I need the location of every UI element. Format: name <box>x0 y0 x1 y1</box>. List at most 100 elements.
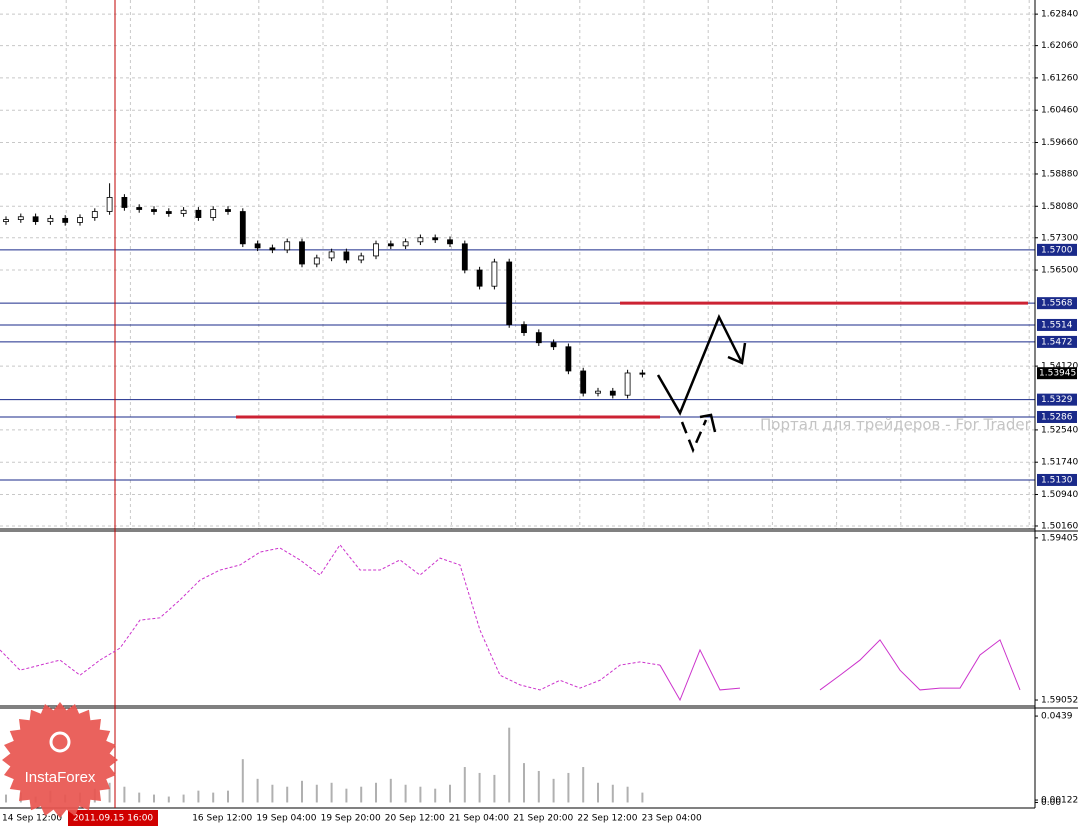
candle-body <box>17 216 24 220</box>
volume-tick-label: 0.0439 <box>1041 712 1073 722</box>
volume-tick-label: 0.00122 <box>1041 796 1078 806</box>
indicator-tick-label: 1.59052 <box>1041 696 1078 706</box>
y-tick-label: 1.61260 <box>1041 73 1078 83</box>
level-label-box <box>1037 297 1077 310</box>
x-tick-label: 21 Sep 20:00 <box>513 814 573 824</box>
candle-body <box>225 209 231 212</box>
candle-body <box>550 342 557 348</box>
level-label: 1.5130 <box>1041 475 1073 485</box>
candle-body <box>284 241 291 251</box>
candle-body <box>565 346 572 372</box>
volume-bar <box>123 786 126 803</box>
candle-body <box>269 247 276 251</box>
candle-body <box>195 209 202 218</box>
x-tick-label: 21 Sep 04:00 <box>449 814 509 824</box>
candle-body <box>476 269 483 287</box>
volume-bar <box>404 784 407 803</box>
y-tick-label: 1.50940 <box>1041 490 1078 500</box>
x-tick-label: 22 Sep 12:00 <box>577 814 637 824</box>
volume-bar <box>108 782 111 803</box>
volume-bar <box>419 786 422 803</box>
y-tick-label: 1.62060 <box>1041 41 1078 51</box>
x-tick-label: 23 Sep 04:00 <box>642 814 702 824</box>
candle-body <box>136 207 143 210</box>
volume-bar <box>212 792 215 803</box>
x-tick-label: 16 Sep 12:00 <box>192 814 252 824</box>
projection-path <box>656 313 743 416</box>
indicator-tick-label: 1.59405 <box>1041 533 1078 543</box>
level-label: 1.5514 <box>1041 320 1073 330</box>
y-tick-label: 1.50160 <box>1041 521 1078 531</box>
candle-body <box>358 255 365 261</box>
plot <box>0 183 1035 481</box>
level-label-box <box>1037 318 1077 331</box>
level-label-box <box>1037 393 1077 406</box>
volume-bar <box>360 786 363 803</box>
y-tick-label: 1.54120 <box>1041 362 1078 372</box>
projection <box>656 313 747 454</box>
level-label: 1.5329 <box>1041 395 1073 405</box>
y-tick-label: 1.62840 <box>1041 10 1078 20</box>
candle-body <box>254 243 261 249</box>
current-price-label: 1.53945 <box>1039 369 1076 379</box>
candle-body <box>3 219 9 223</box>
level-label-box <box>1037 243 1077 256</box>
candle-body <box>313 257 320 265</box>
projection-arrow <box>727 342 747 365</box>
indicator-line <box>0 543 661 691</box>
cursor-label: 2011.09.15 16:00 <box>73 814 154 824</box>
candle-body <box>180 209 187 214</box>
volume-bar <box>301 780 303 803</box>
volume-bar <box>227 790 229 803</box>
y-tick-label: 1.58080 <box>1041 202 1078 212</box>
level-label: 1.5472 <box>1041 337 1073 347</box>
candle-body <box>387 243 394 247</box>
candle-body <box>62 217 69 223</box>
candle-body <box>491 261 498 287</box>
level-label-box <box>1037 473 1077 486</box>
volume-bar <box>552 778 555 803</box>
candle-body <box>402 241 409 247</box>
volume-bar <box>567 772 570 803</box>
volume-bar <box>197 790 200 803</box>
volume-bar <box>345 788 348 803</box>
volume-bar <box>611 784 614 803</box>
volume-bar <box>286 786 289 803</box>
level-label-box <box>1037 335 1077 348</box>
indicator-line <box>659 639 1021 702</box>
candle-body <box>91 211 98 218</box>
candle-body <box>32 216 39 223</box>
volume-bar <box>537 770 540 803</box>
logo: InstaForex <box>2 702 118 818</box>
y-tick-label: 1.57300 <box>1041 233 1078 243</box>
volume-bar <box>5 794 7 803</box>
y-tick-label: 1.56500 <box>1041 266 1078 276</box>
candle-body <box>461 243 468 271</box>
y-tick-label: 1.58880 <box>1041 169 1078 179</box>
volume-bar <box>153 794 155 803</box>
volume-bar <box>241 759 244 803</box>
candle-body <box>239 211 246 245</box>
candle-body <box>328 251 335 259</box>
volume-bar <box>167 796 170 803</box>
candle-body <box>609 390 616 396</box>
candle-body <box>535 332 542 344</box>
x-tick-label: 14 Sep 12:00 <box>2 814 62 824</box>
volume-bar <box>330 782 333 803</box>
candle-body <box>343 251 350 261</box>
y-tick-label: 1.59660 <box>1041 138 1078 148</box>
candle-body <box>624 372 631 396</box>
candle-body <box>447 239 453 245</box>
volume-bar <box>138 792 141 803</box>
x-tick-label: 20 Sep 12:00 <box>385 814 445 824</box>
y-tick-label: 1.51740 <box>1041 458 1078 468</box>
volume-bar <box>271 784 274 803</box>
logo-text: InstaForex <box>25 769 96 786</box>
level-label: 1.5568 <box>1041 299 1073 309</box>
volume-bar <box>375 782 377 803</box>
candle-body <box>151 209 157 212</box>
volume-bar <box>523 763 525 803</box>
candle-body <box>580 370 587 394</box>
